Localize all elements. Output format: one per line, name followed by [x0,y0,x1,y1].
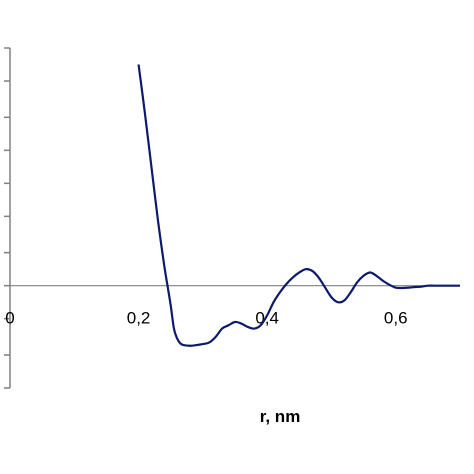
x-tick-label: 0 [5,309,14,328]
y-axis [4,47,11,389]
x-tick-label: 0,6 [384,309,408,328]
series-line [137,64,460,347]
x-tick-label: 0,4 [255,309,279,328]
x-axis-title: r, nm [260,407,301,426]
x-tick-labels: 0 0,2 0,4 0,6 [5,309,407,328]
x-tick-label: 0,2 [127,309,151,328]
